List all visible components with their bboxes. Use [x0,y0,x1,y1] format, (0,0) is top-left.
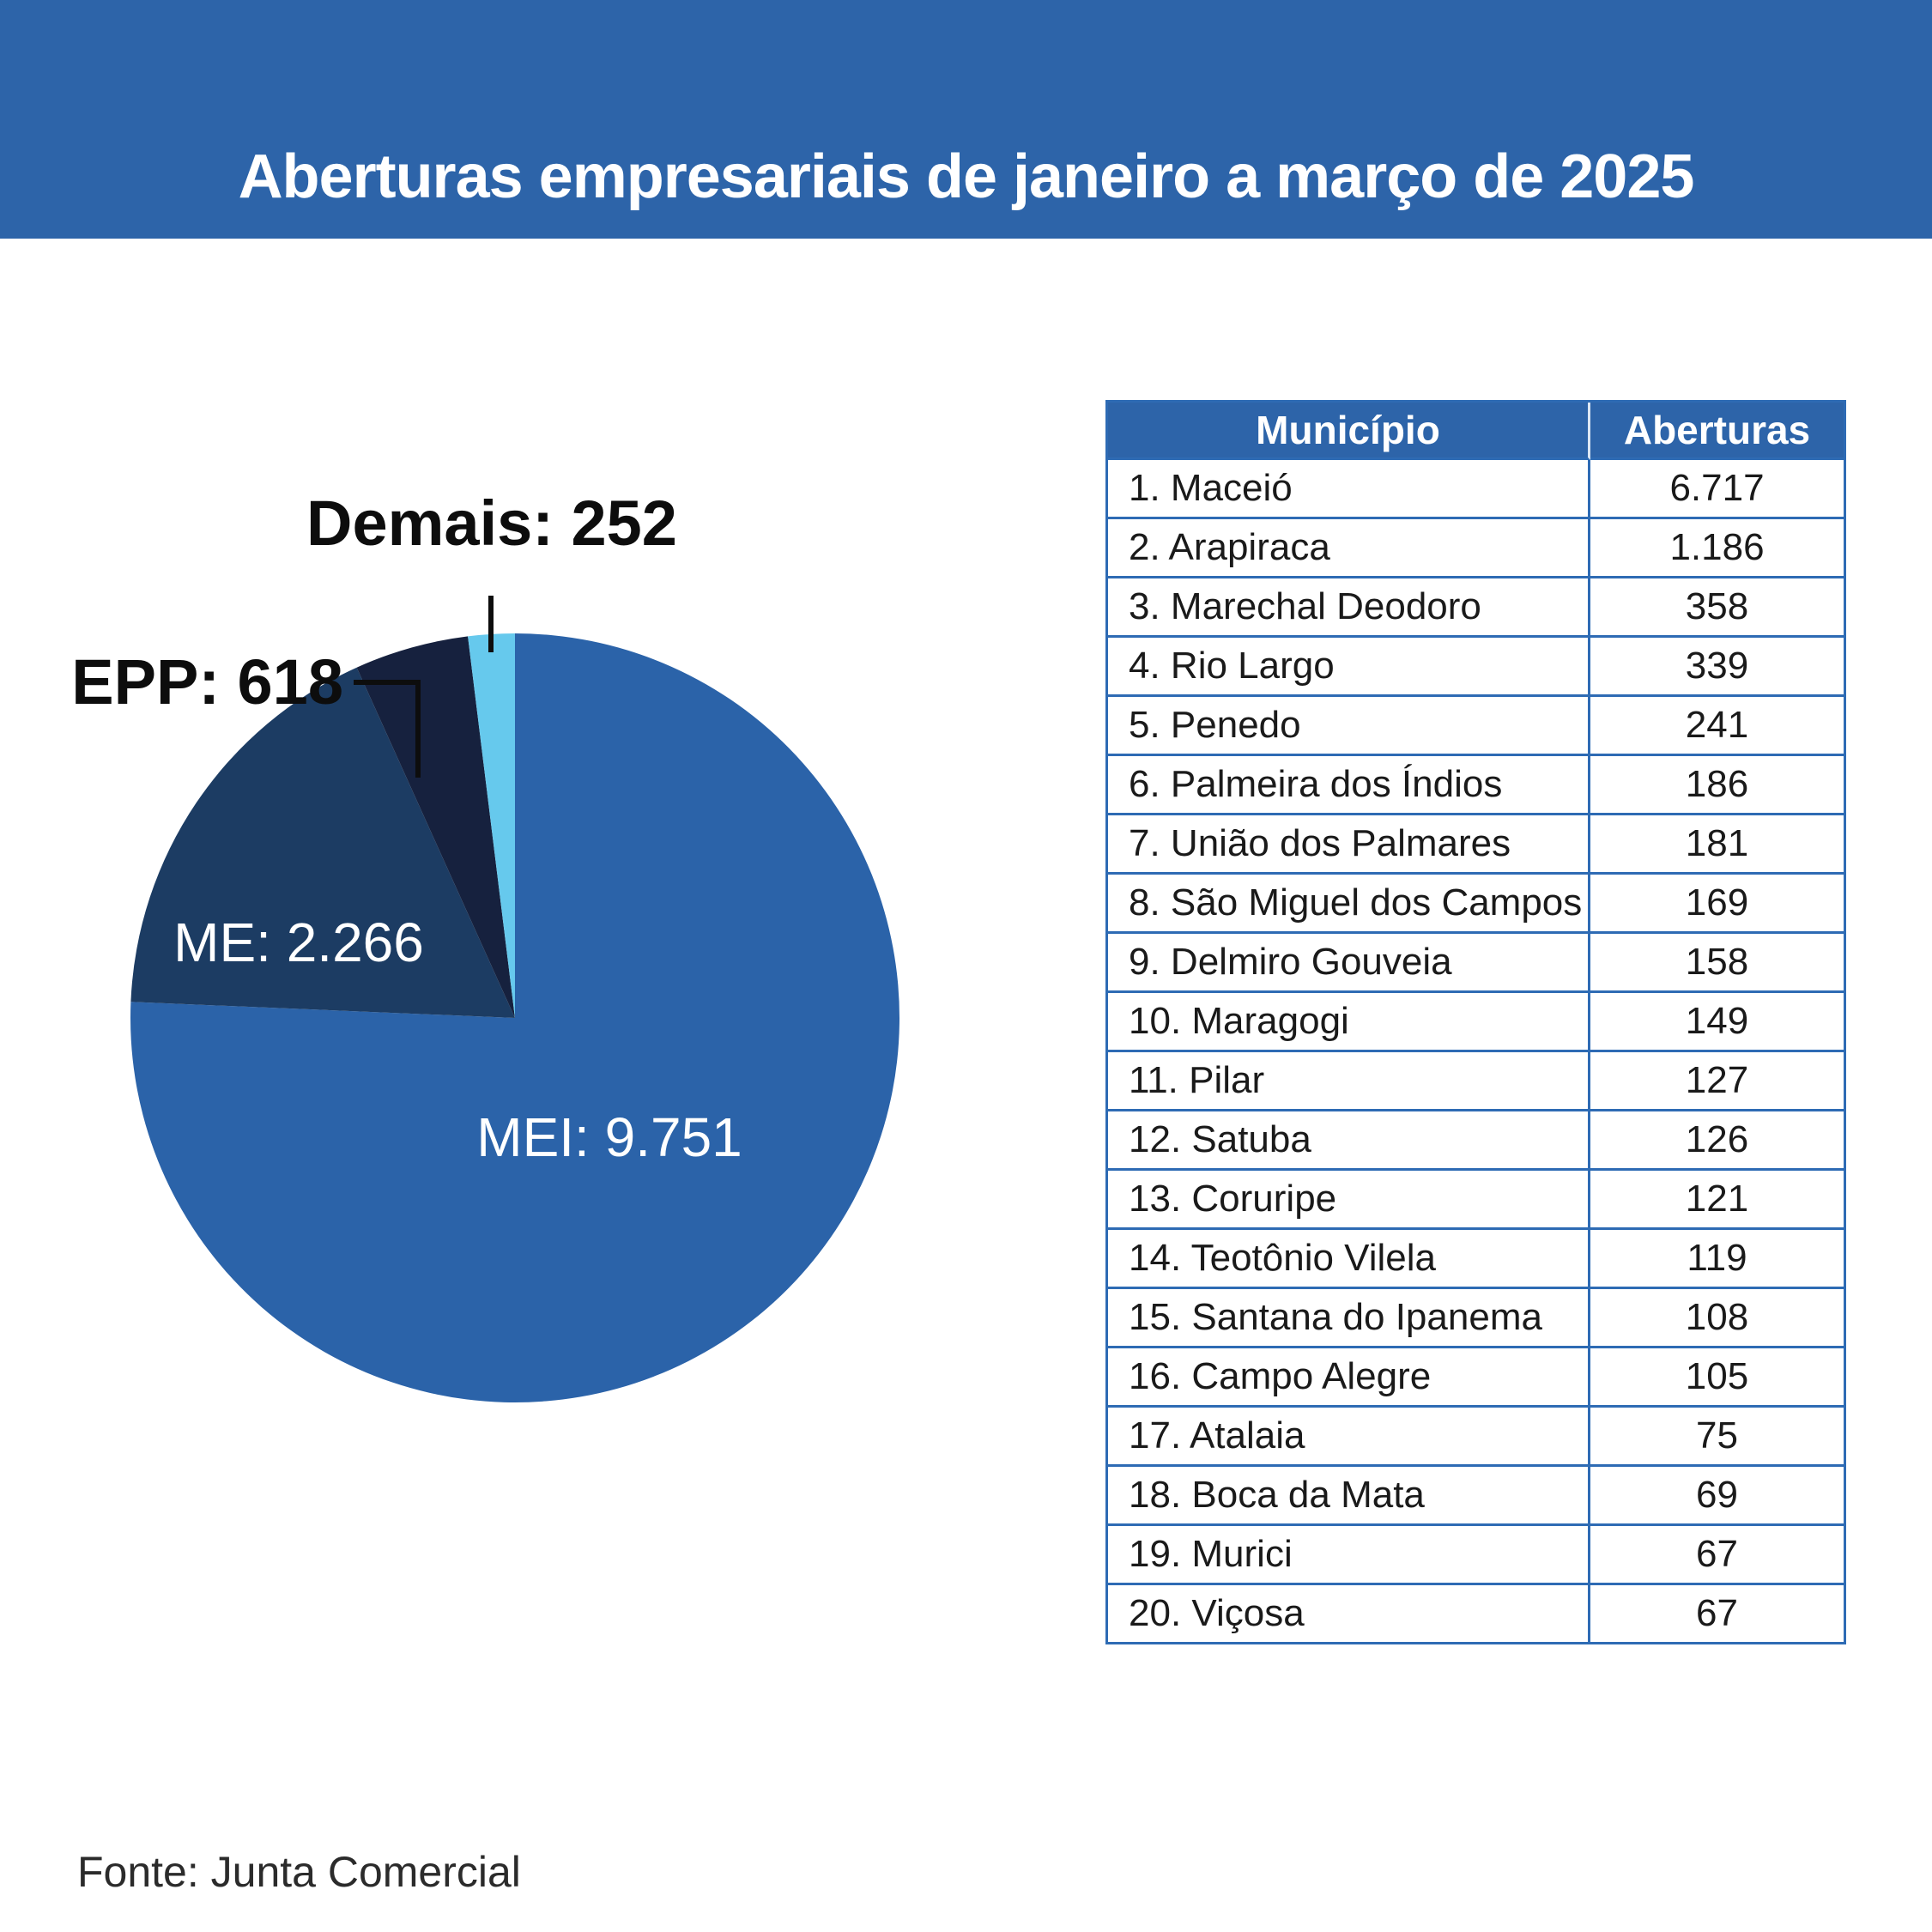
municipality-cell: 6. Palmeira dos Índios [1108,756,1590,815]
pie-slice-me [130,667,515,1018]
table-row: 1. Maceió 6.717 [1108,460,1844,519]
municipality-cell: 9. Delmiro Gouveia [1108,934,1590,993]
aberturas-cell: 158 [1590,934,1844,993]
table-row: 10. Maragogi 149 [1108,993,1844,1052]
aberturas-cell: 241 [1590,697,1844,756]
aberturas-cell: 119 [1590,1230,1844,1289]
municipality-cell: 1. Maceió [1108,460,1590,519]
municipality-cell: 19. Murici [1108,1526,1590,1585]
municipios-table: Município Aberturas 1. Maceió 6.717 2. Ara… [1105,400,1846,1644]
aberturas-cell: 127 [1590,1052,1844,1111]
aberturas-cell: 105 [1590,1348,1844,1408]
pie-slice-epp [356,636,515,1018]
column-header-aberturas: Aberturas [1590,403,1844,460]
pie-label-me: ME: 2.266 [173,911,424,973]
table-row: 18. Boca da Mata 69 [1108,1467,1844,1526]
table-row: 7. União dos Palmares 181 [1108,815,1844,875]
municipality-cell: 8. São Miguel dos Campos [1108,875,1590,934]
municipality-cell: 12. Satuba [1108,1111,1590,1171]
aberturas-cell: 6.717 [1590,460,1844,519]
municipality-cell: 7. União dos Palmares [1108,815,1590,875]
pie-label-demais: Demais: 252 [306,488,677,559]
aberturas-cell: 108 [1590,1289,1844,1348]
municipality-cell: 18. Boca da Mata [1108,1467,1590,1526]
aberturas-cell: 339 [1590,638,1844,697]
table-row: 11. Pilar 127 [1108,1052,1844,1111]
column-header-municipio: Município [1108,403,1590,460]
table-row: 19. Murici 67 [1108,1526,1844,1585]
aberturas-cell: 75 [1590,1408,1844,1467]
table-row: 15. Santana do Ipanema 108 [1108,1289,1844,1348]
table-row: 13. Coruripe 121 [1108,1171,1844,1230]
municipality-cell: 11. Pilar [1108,1052,1590,1111]
aberturas-cell: 149 [1590,993,1844,1052]
table-row: 2. Arapiraca 1.186 [1108,519,1844,578]
aberturas-cell: 358 [1590,578,1844,638]
header-bar: Aberturas empresariais de janeiro a març… [0,0,1932,239]
aberturas-cell: 181 [1590,815,1844,875]
municipality-cell: 20. Viçosa [1108,1585,1590,1642]
aberturas-cell: 69 [1590,1467,1844,1526]
aberturas-cell: 186 [1590,756,1844,815]
pie-slices [130,633,899,1402]
table-row: 6. Palmeira dos Índios 186 [1108,756,1844,815]
table-row: 9. Delmiro Gouveia 158 [1108,934,1844,993]
aberturas-cell: 121 [1590,1171,1844,1230]
aberturas-cell: 67 [1590,1585,1844,1642]
pie-label-mei: MEI: 9.751 [476,1106,742,1168]
table-row: 12. Satuba 126 [1108,1111,1844,1171]
municipality-cell: 13. Coruripe [1108,1171,1590,1230]
table-row: 17. Atalaia 75 [1108,1408,1844,1467]
municipality-cell: 3. Marechal Deodoro [1108,578,1590,638]
table-row: 16. Campo Alegre 105 [1108,1348,1844,1408]
municipios-table-wrap: Município Aberturas 1. Maceió 6.717 2. Ara… [1105,400,1846,1644]
aberturas-cell: 169 [1590,875,1844,934]
table-row: 5. Penedo 241 [1108,697,1844,756]
municipality-cell: 5. Penedo [1108,697,1590,756]
leader-lines [354,596,494,778]
pie-slice-demais [468,633,515,1018]
municipality-cell: 10. Maragogi [1108,993,1590,1052]
table-row: 3. Marechal Deodoro 358 [1108,578,1844,638]
table-row: 8. São Miguel dos Campos 169 [1108,875,1844,934]
municipality-cell: 2. Arapiraca [1108,519,1590,578]
table-header-row: Município Aberturas [1108,403,1844,460]
table-row: 14. Teotônio Vilela 119 [1108,1230,1844,1289]
aberturas-cell: 126 [1590,1111,1844,1171]
table-row: 4. Rio Largo 339 [1108,638,1844,697]
municipality-cell: 4. Rio Largo [1108,638,1590,697]
municipality-cell: 16. Campo Alegre [1108,1348,1590,1408]
aberturas-cell: 1.186 [1590,519,1844,578]
aberturas-cell: 67 [1590,1526,1844,1585]
municipality-cell: 15. Santana do Ipanema [1108,1289,1590,1348]
page-title: Aberturas empresariais de janeiro a març… [238,142,1695,211]
municipality-cell: 17. Atalaia [1108,1408,1590,1467]
pie-slice-mei [130,633,899,1402]
source-note: Fonte: Junta Comercial [77,1848,521,1896]
pie-label-epp: EPP: 618 [71,646,343,718]
table-row: 20. Viçosa 67 [1108,1585,1844,1642]
municipality-cell: 14. Teotônio Vilela [1108,1230,1590,1289]
epp-leader-line [354,680,421,778]
